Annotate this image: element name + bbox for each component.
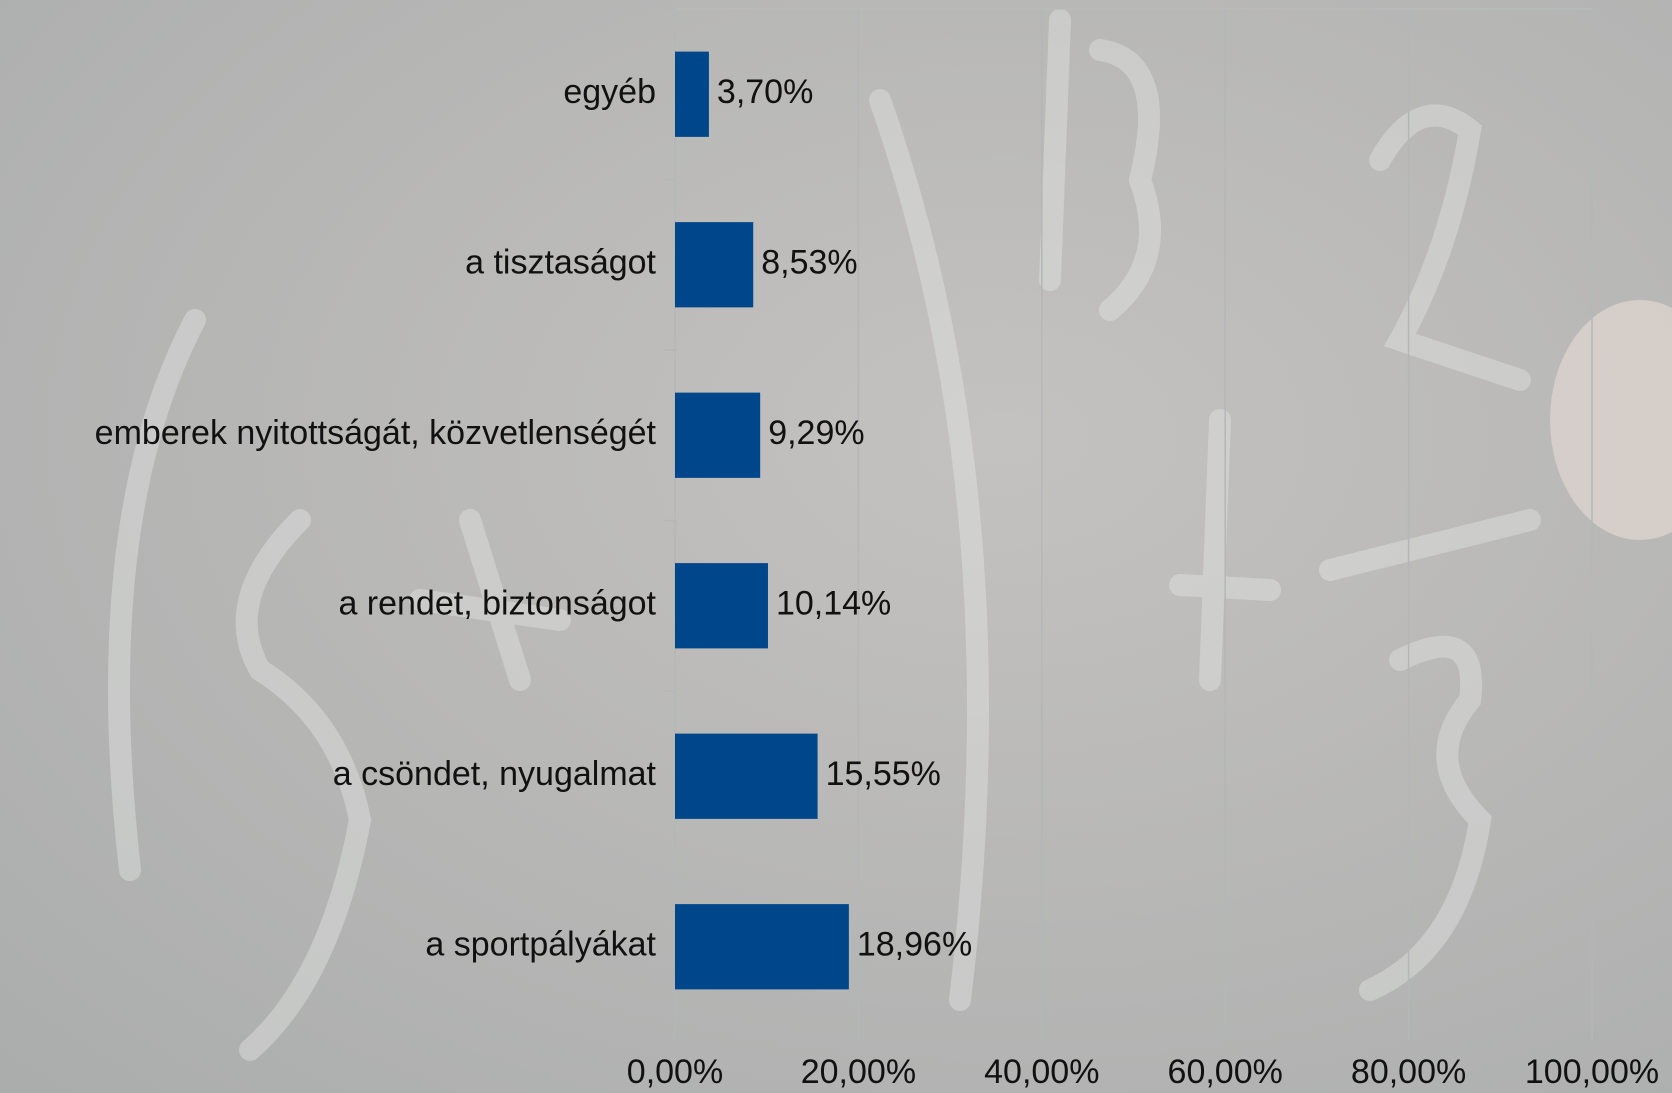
x-tick-label: 40,00% (984, 1053, 1099, 1091)
bar (675, 904, 849, 990)
x-tick-label: 100,00% (1525, 1053, 1659, 1091)
hand (1550, 300, 1672, 540)
x-tick-label: 20,00% (801, 1053, 916, 1091)
value-label: 8,53% (761, 244, 857, 282)
value-label: 15,55% (826, 755, 941, 793)
bar (675, 222, 754, 308)
value-label: 18,96% (857, 926, 972, 964)
y-tick-label: a rendet, biztonságot (338, 585, 656, 623)
y-tick-label: a tisztaságot (465, 244, 656, 282)
x-tick-label: 60,00% (1168, 1053, 1283, 1091)
y-tick-label: a csöndet, nyugalmat (333, 755, 657, 793)
bar (675, 392, 761, 478)
value-label: 10,14% (776, 585, 891, 623)
x-tick-label: 0,00% (627, 1053, 723, 1091)
y-tick-label: egyéb (563, 73, 656, 111)
y-tick-label: emberek nyitottságát, közvetlenségét (95, 414, 657, 452)
x-tick-label: 80,00% (1351, 1053, 1466, 1091)
value-label: 3,70% (717, 73, 813, 111)
bar (675, 733, 818, 819)
bar (675, 51, 709, 137)
value-label: 9,29% (768, 414, 864, 452)
y-tick-label: a sportpályákat (425, 926, 656, 964)
bar (675, 563, 768, 649)
